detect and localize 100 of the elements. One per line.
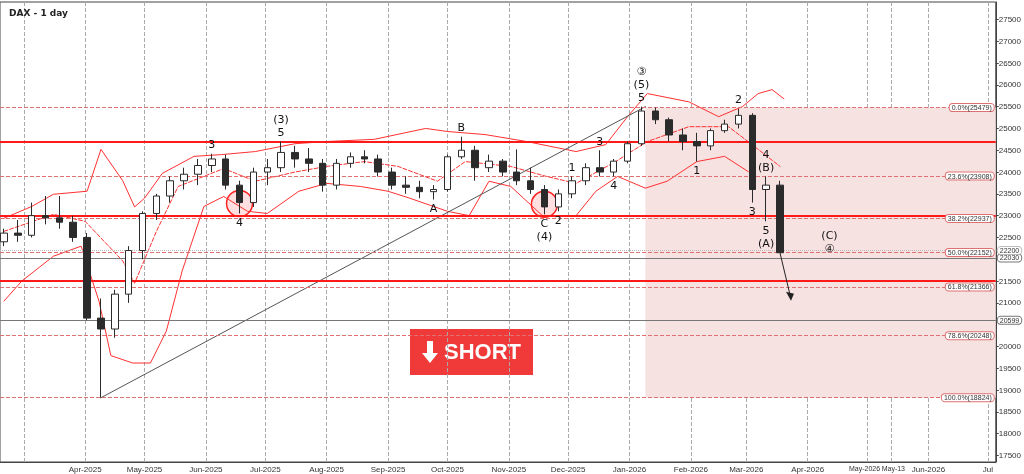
line-series xyxy=(3,155,749,364)
y-tick-label: 23500 xyxy=(998,189,1022,199)
y-tick-label: 25500 xyxy=(998,102,1022,112)
candlestick xyxy=(430,184,437,201)
candlestick xyxy=(42,195,49,225)
candlestick xyxy=(333,158,340,190)
candlestick xyxy=(347,151,354,169)
y-tick-label: 21000 xyxy=(998,298,1022,308)
y-tick-label: 22500 xyxy=(998,232,1022,242)
y-tick-label: 20000 xyxy=(998,341,1022,351)
candlestick xyxy=(568,175,576,199)
x-tick-label: Dec-2025 xyxy=(550,464,587,474)
annotation: 4 xyxy=(610,178,618,192)
candlestick xyxy=(749,112,756,204)
x-tick-label: Oct-2025 xyxy=(430,464,465,474)
candlestick xyxy=(264,158,271,186)
candlestick xyxy=(166,175,174,204)
text: DAX - 1 day xyxy=(9,7,69,18)
x-tick-label: Jul xyxy=(982,464,994,474)
x-tick-label: May-2025 xyxy=(126,464,163,474)
candlestick xyxy=(541,184,548,215)
candlestick xyxy=(291,145,299,169)
candlestick xyxy=(638,106,645,147)
candlestick xyxy=(153,193,160,221)
x-tick-label: Mar-2026 xyxy=(729,464,764,474)
candlestick xyxy=(444,154,451,193)
x-tick-label: Aug-2025 xyxy=(309,464,345,474)
annotation: 1 xyxy=(693,164,701,178)
y-tick-label: 27000 xyxy=(998,36,1022,46)
candlestick xyxy=(735,108,742,129)
annotation: B xyxy=(457,121,466,135)
candlestick xyxy=(250,167,257,208)
candlestick xyxy=(236,180,243,214)
annotation: 5 xyxy=(277,126,285,140)
candlestick xyxy=(610,158,617,177)
candlestick xyxy=(693,132,701,163)
y-tick-label: 19000 xyxy=(998,385,1022,395)
candlestick xyxy=(416,180,423,199)
y-tick-label: 26500 xyxy=(998,58,1022,68)
annotation: (A) xyxy=(758,236,775,250)
candlestick xyxy=(707,127,714,151)
annotation: (4) xyxy=(536,229,553,243)
y-tick-label: 23000 xyxy=(998,211,1022,221)
annotation: SHORT xyxy=(444,339,521,365)
candlestick xyxy=(582,162,590,186)
candlestick xyxy=(388,167,396,190)
y-tick-label: 26000 xyxy=(998,80,1022,90)
y-tick-label: 21500 xyxy=(998,276,1022,286)
annotation: 3 xyxy=(748,205,756,219)
y-tick-label: 18500 xyxy=(998,407,1022,417)
y-tick-label: 25000 xyxy=(998,123,1022,133)
candlestick xyxy=(139,210,146,260)
candlestick xyxy=(513,148,520,186)
candlestick xyxy=(499,158,507,177)
candlestick xyxy=(277,141,285,173)
candlestick xyxy=(374,154,382,177)
annotation: 2 xyxy=(734,93,742,107)
annotation: 4 xyxy=(762,147,770,161)
annotation: 5 xyxy=(637,91,645,105)
x-tick-label: Jul-2025 xyxy=(249,464,282,474)
annotation: (C) xyxy=(821,229,838,243)
candlestick xyxy=(596,149,604,177)
candlestick xyxy=(679,127,687,151)
candlestick xyxy=(624,141,631,164)
x-tick-label: Jun-2026 xyxy=(911,464,946,474)
annotation: (5) xyxy=(633,78,650,92)
candlestick xyxy=(776,180,784,254)
y-tick-label: 19500 xyxy=(998,363,1022,373)
x-tick-label: Apr-2025 xyxy=(68,464,103,474)
x-tick-label: Apr-2026 xyxy=(791,464,825,474)
annotation: ④ xyxy=(824,242,835,256)
candlestick xyxy=(194,158,202,186)
candlestick xyxy=(762,175,770,222)
candlestick xyxy=(125,245,132,304)
candlestick xyxy=(402,175,410,195)
candlestick xyxy=(555,188,562,212)
candlestick xyxy=(319,158,326,193)
annotation: 5 xyxy=(762,223,770,237)
annotation: 1 xyxy=(568,160,576,174)
y-tick-label: 24500 xyxy=(998,145,1022,155)
candlestick xyxy=(97,297,105,399)
candlestick xyxy=(111,289,119,339)
candlestick xyxy=(305,147,313,173)
annotation: ③ xyxy=(636,65,647,79)
candlestick xyxy=(180,167,188,190)
x-tick-label: Sep-2025 xyxy=(370,464,406,474)
candlestick xyxy=(485,154,493,173)
candlestick xyxy=(83,232,91,321)
candlestick xyxy=(14,219,22,243)
candlestick xyxy=(458,136,465,160)
candlestick xyxy=(652,107,659,125)
y-tick-label: 17500 xyxy=(998,450,1022,460)
candlestick xyxy=(471,145,479,182)
annotation: (3) xyxy=(273,113,289,127)
candlestick xyxy=(222,154,229,190)
candlestick xyxy=(665,117,673,143)
candlestick xyxy=(721,119,728,134)
candlestick xyxy=(361,149,368,164)
candlestick xyxy=(527,167,534,195)
x-tick-label: Nov-2025 xyxy=(491,464,527,474)
